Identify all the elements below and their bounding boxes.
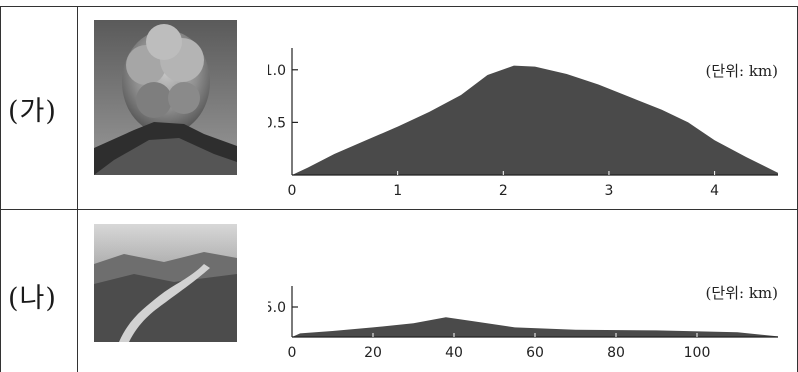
river-x-tick-label: 20 <box>364 345 382 361</box>
volcano-x-tick-label: 1 <box>393 183 402 199</box>
volcano-y-tick-label: 1.0 <box>268 63 286 79</box>
river-profile-area <box>292 317 778 337</box>
volcano-unit-label: (단위: km) <box>706 62 778 80</box>
volcano-x-tick-label: 4 <box>710 183 719 199</box>
volcano-y-tick-label: 0.5 <box>268 115 286 131</box>
river-x-tick-label: 80 <box>607 345 625 361</box>
river-valley-icon <box>94 224 237 342</box>
volcano-eruption-icon <box>94 20 237 175</box>
row-label-ga: (가) <box>8 96 57 127</box>
river-profile-chart: 0 20 40 60 80 100 5.0 (단위: km) <box>264 262 788 367</box>
table-border-top <box>0 6 798 7</box>
table-border-left <box>0 6 1 372</box>
river-unit-label: (단위: km) <box>706 284 778 302</box>
volcano-x-tick-label: 0 <box>288 183 297 199</box>
volcano-profile-chart: 0 1 2 3 4 0.5 1.0 (단위: km) <box>264 40 788 205</box>
volcano-profile-area <box>292 65 778 175</box>
river-valley-photo <box>94 224 237 342</box>
table-row-divider <box>0 209 798 210</box>
river-x-tick-label: 100 <box>684 345 711 361</box>
volcano-profile-svg: 0 1 2 3 4 0.5 1.0 (단위: km) <box>264 48 778 199</box>
row-label-na: (나) <box>8 283 57 314</box>
river-x-tick-label: 40 <box>445 345 463 361</box>
volcano-eruption-photo <box>94 20 237 175</box>
table-column-divider <box>77 6 78 372</box>
river-y-tick-label: 5.0 <box>268 300 286 316</box>
river-x-tick-label: 60 <box>526 345 544 361</box>
volcano-x-tick-label: 2 <box>499 183 508 199</box>
river-x-tick-label: 0 <box>288 345 297 361</box>
volcano-x-tick-label: 3 <box>604 183 613 199</box>
river-profile-svg: 0 20 40 60 80 100 5.0 (단위: km) <box>264 284 778 361</box>
